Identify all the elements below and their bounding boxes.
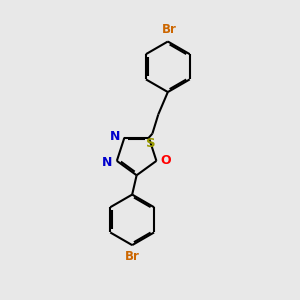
Text: N: N — [110, 130, 120, 142]
Text: S: S — [146, 137, 156, 150]
Text: N: N — [102, 156, 113, 169]
Text: Br: Br — [162, 23, 177, 36]
Text: Br: Br — [125, 250, 140, 263]
Text: O: O — [160, 154, 171, 167]
